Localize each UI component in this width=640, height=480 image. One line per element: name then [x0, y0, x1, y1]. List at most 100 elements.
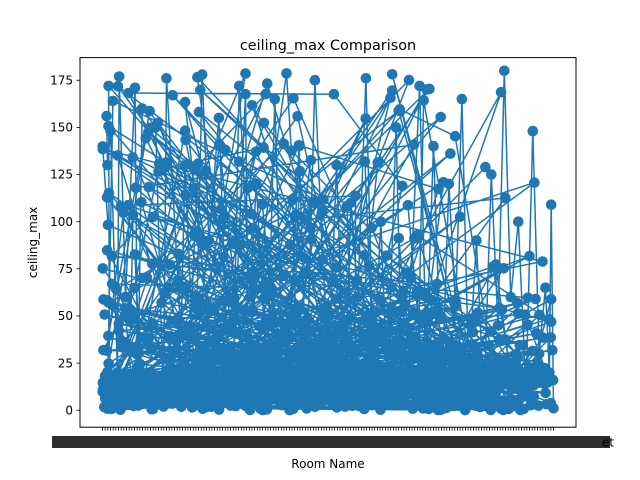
data-point	[136, 103, 148, 114]
data-point	[257, 199, 268, 210]
data-point	[129, 82, 141, 94]
data-point	[443, 178, 455, 190]
data-point	[293, 140, 305, 152]
series-layer	[97, 65, 559, 416]
data-point	[428, 382, 439, 394]
data-point	[191, 303, 202, 315]
data-point	[127, 152, 138, 163]
data-point	[375, 216, 387, 227]
data-point	[472, 307, 484, 319]
data-point	[101, 295, 113, 306]
data-point	[172, 274, 184, 286]
data-point	[309, 74, 321, 86]
data-point	[246, 307, 257, 318]
data-point	[505, 291, 516, 303]
data-point	[226, 378, 238, 390]
data-point	[486, 380, 498, 392]
data-point	[261, 398, 273, 410]
data-point	[237, 304, 248, 316]
data-point	[169, 385, 181, 396]
data-point	[106, 278, 118, 290]
data-point	[487, 261, 499, 273]
data-point	[421, 307, 432, 319]
data-point	[244, 291, 256, 303]
data-point	[329, 365, 341, 376]
data-point	[112, 150, 123, 161]
data-point	[286, 145, 297, 156]
data-point	[311, 400, 323, 411]
data-point	[175, 329, 187, 341]
data-point	[328, 88, 340, 100]
data-point	[257, 345, 269, 356]
data-point	[267, 389, 279, 401]
data-point	[466, 356, 477, 367]
data-point	[287, 194, 299, 206]
data-point	[382, 382, 393, 393]
data-point	[153, 166, 164, 177]
data-point	[97, 143, 109, 155]
data-point	[529, 368, 540, 380]
data-point	[496, 378, 507, 390]
data-point	[261, 78, 273, 89]
data-point	[179, 96, 191, 108]
data-point	[247, 222, 259, 234]
data-point	[298, 325, 310, 337]
data-point	[307, 197, 319, 208]
data-point	[145, 367, 157, 379]
data-point	[101, 192, 113, 203]
data-point	[341, 382, 353, 394]
data-point	[233, 80, 245, 92]
data-point	[519, 309, 531, 320]
data-point	[186, 370, 198, 381]
data-point	[132, 389, 143, 401]
data-point	[213, 112, 225, 124]
data-point	[403, 74, 415, 86]
data-point	[300, 315, 312, 327]
data-point	[236, 357, 248, 369]
data-point	[236, 391, 248, 402]
data-point	[177, 359, 189, 370]
data-point	[127, 209, 139, 221]
data-point	[234, 374, 246, 386]
data-point	[470, 400, 482, 412]
data-point	[426, 295, 438, 306]
data-point	[449, 130, 461, 142]
data-point	[269, 93, 281, 105]
data-point	[145, 343, 156, 354]
data-point	[204, 373, 215, 385]
data-point	[543, 313, 554, 325]
data-point	[105, 125, 116, 137]
data-point	[444, 342, 455, 354]
data-point	[323, 357, 335, 369]
data-point	[406, 368, 417, 380]
data-point	[249, 271, 261, 282]
data-point	[103, 330, 114, 342]
data-point	[221, 323, 232, 335]
data-point	[189, 230, 200, 242]
data-point	[206, 304, 218, 316]
data-point	[156, 297, 167, 308]
y-tick-label: 50	[58, 309, 73, 323]
data-point	[345, 197, 357, 209]
data-point	[480, 161, 491, 173]
data-point	[352, 291, 364, 303]
data-point	[217, 213, 229, 224]
data-point	[360, 113, 372, 124]
data-point	[243, 342, 255, 353]
data-point	[102, 219, 114, 231]
data-point	[112, 367, 123, 378]
data-point	[186, 402, 198, 413]
data-point	[317, 206, 328, 217]
data-point	[394, 379, 405, 391]
data-point	[151, 387, 163, 399]
data-point	[397, 397, 408, 409]
data-point	[188, 183, 200, 194]
data-point	[319, 304, 330, 315]
y-tick-label: 100	[50, 215, 73, 229]
data-point	[435, 111, 447, 123]
y-tick-label: 75	[58, 262, 73, 276]
data-point	[277, 270, 289, 282]
data-point	[246, 208, 258, 220]
data-point	[360, 329, 371, 340]
data-point	[411, 287, 423, 298]
